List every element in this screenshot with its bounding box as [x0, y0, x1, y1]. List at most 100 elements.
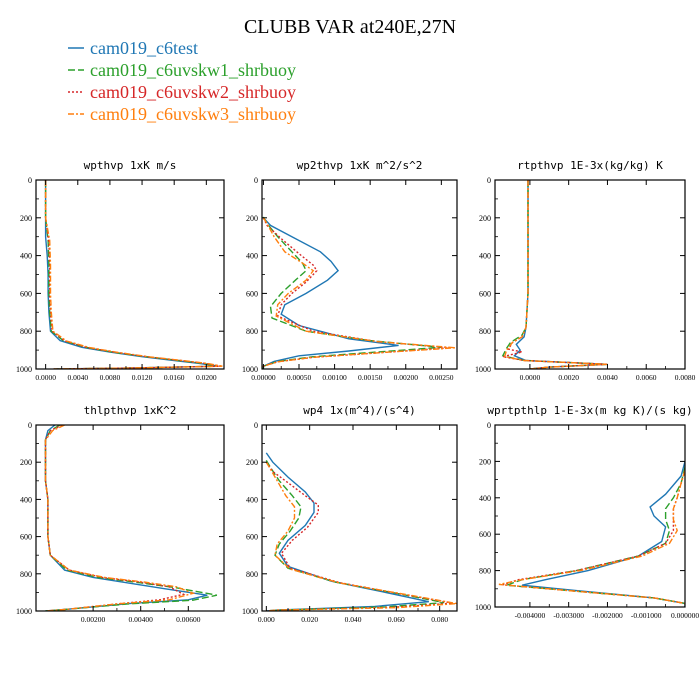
series-line [44, 180, 221, 369]
series-line [265, 459, 445, 611]
y-tick-label: 400 [479, 252, 491, 261]
legend-label: cam019_c6uvskw2_shrbuoy [90, 82, 296, 102]
y-tick-label: 1000 [16, 607, 32, 616]
subplot-title: wp2thvp 1xK m^2/s^2 [297, 159, 423, 172]
x-tick-label: 0.0020 [558, 373, 579, 382]
series-line [262, 217, 450, 369]
y-tick-label: 200 [246, 458, 258, 467]
series-line [502, 180, 608, 369]
subplot-title: wpthvp 1xK m/s [84, 159, 177, 172]
subplot-title: thlpthvp 1xK^2 [84, 404, 177, 417]
y-tick-label: 600 [20, 533, 32, 542]
x-tick-label: 0.00000 [251, 373, 276, 382]
series-line [44, 425, 196, 611]
x-tick-label: 0.0040 [67, 373, 88, 382]
y-tick-label: 400 [20, 252, 32, 261]
x-tick-label: 0.060 [388, 615, 405, 624]
y-tick-label: 0 [487, 421, 491, 430]
x-tick-label: 0.00600 [176, 615, 201, 624]
y-tick-label: 1000 [475, 365, 491, 374]
series-line [265, 461, 453, 611]
x-tick-label: 0.0040 [597, 373, 618, 382]
y-tick-label: 200 [479, 457, 491, 466]
y-tick-label: 200 [246, 214, 258, 223]
x-tick-label: 0.080 [431, 615, 448, 624]
series-line [262, 217, 399, 369]
x-tick-label: 0.00050 [287, 373, 312, 382]
x-tick-label: 0.00200 [81, 615, 106, 624]
plot-frame [261, 424, 458, 612]
legend-label: cam019_c6test [90, 38, 198, 58]
x-tick-label: -0.004000 [515, 611, 546, 620]
y-tick-label: 600 [479, 289, 491, 298]
series-line [44, 425, 186, 611]
y-tick-label: 0 [28, 176, 32, 185]
y-tick-label: 0 [487, 176, 491, 185]
x-tick-label: 0.000 [258, 615, 275, 624]
series-line [262, 217, 456, 369]
series-line [265, 452, 429, 611]
x-tick-label: 0.0080 [100, 373, 121, 382]
x-tick-label: 0.000000 [671, 611, 699, 620]
y-tick-label: 0 [28, 421, 32, 430]
y-tick-label: 600 [20, 289, 32, 298]
y-tick-label: 200 [479, 214, 491, 223]
y-tick-label: 1000 [242, 365, 258, 374]
series-line [44, 180, 219, 369]
x-tick-label: -0.003000 [553, 611, 584, 620]
y-tick-label: 200 [20, 214, 32, 223]
y-tick-label: 600 [479, 530, 491, 539]
series-line [44, 425, 208, 611]
subplot: wprtpthlp 1-E-3x(m kg K)/(s kg) 0 200 400 60… [475, 404, 699, 620]
plot-frame [494, 179, 686, 370]
series-line [265, 461, 457, 611]
y-tick-label: 800 [20, 570, 32, 579]
x-tick-label: 0.0120 [132, 373, 153, 382]
x-tick-label: 0.0000 [520, 373, 541, 382]
x-tick-label: 0.00400 [129, 615, 154, 624]
series-line [44, 180, 219, 369]
x-tick-label: 0.00250 [429, 373, 454, 382]
y-tick-label: 600 [246, 289, 258, 298]
y-tick-label: 0 [254, 421, 258, 430]
subplot: rtpthvp 1E-3x(kg/kg) K 0 200 400 600 800 1000 0… [475, 159, 696, 382]
subplot-title: wp4 1x(m^4)/(s^4) [303, 404, 416, 417]
x-tick-label: 0.0160 [164, 373, 185, 382]
x-tick-label: 0.00200 [394, 373, 419, 382]
y-tick-label: 1000 [475, 603, 491, 612]
y-tick-label: 800 [479, 327, 491, 336]
legend-label: cam019_c6uvskw3_shrbuoy [90, 104, 296, 124]
y-tick-label: 0 [254, 176, 258, 185]
subplot: thlpthvp 1xK^2 0 200 400 600 800 1000 0.00200 0.… [16, 404, 225, 624]
figure-title: CLUBB VAR at240E,27N [244, 16, 456, 38]
plot-frame [35, 179, 225, 370]
y-tick-label: 400 [246, 495, 258, 504]
x-tick-label: -0.001000 [631, 611, 662, 620]
y-tick-label: 200 [20, 458, 32, 467]
x-tick-label: -0.002000 [592, 611, 623, 620]
y-tick-label: 800 [20, 327, 32, 336]
legend-label: cam019_c6uvskw1_shrbuoy [90, 60, 296, 80]
series-line [501, 180, 608, 369]
series-line [498, 470, 685, 607]
x-tick-label: 0.040 [345, 615, 362, 624]
series-line [262, 216, 442, 369]
subplot-title: wprtpthlp 1-E-3x(m kg K)/(s kg) [487, 404, 692, 417]
legend: cam019_c6testcam019_c6uvskw1_shrbuoycam0… [68, 38, 296, 124]
x-tick-label: 0.00100 [322, 373, 347, 382]
x-tick-label: 0.0200 [196, 373, 217, 382]
y-tick-label: 400 [20, 495, 32, 504]
x-tick-label: 0.0060 [636, 373, 657, 382]
y-tick-label: 400 [479, 494, 491, 503]
series-line [44, 180, 223, 369]
subplot-title: rtpthvp 1E-3x(kg/kg) K [517, 159, 663, 172]
y-tick-label: 800 [246, 570, 258, 579]
x-tick-label: 0.0000 [35, 373, 56, 382]
subplot: wp2thvp 1xK m^2/s^2020040060080010000.00… [242, 159, 458, 382]
y-tick-label: 600 [246, 533, 258, 542]
y-tick-label: 1000 [16, 365, 32, 374]
